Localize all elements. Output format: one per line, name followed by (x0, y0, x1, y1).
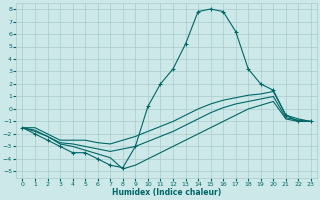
X-axis label: Humidex (Indice chaleur): Humidex (Indice chaleur) (112, 188, 221, 197)
